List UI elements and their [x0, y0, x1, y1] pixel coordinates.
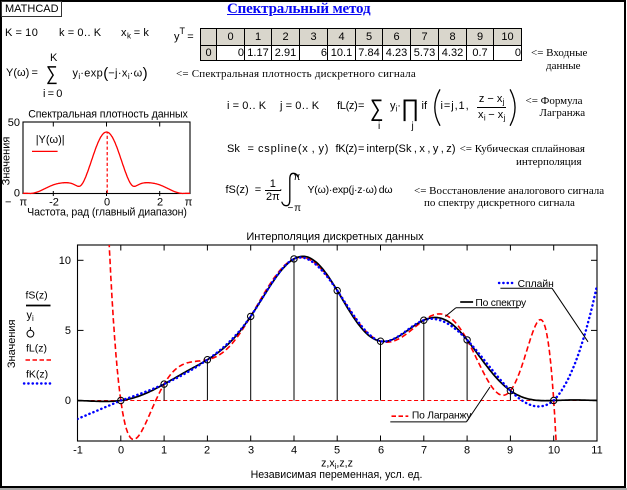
svg-text:π: π: [185, 197, 193, 209]
svg-text:fL(z): fL(z): [26, 343, 47, 355]
svg-text:5: 5: [65, 325, 71, 337]
svg-text:2: 2: [157, 197, 163, 209]
svg-text:3: 3: [248, 445, 254, 457]
svg-text:−: −: [5, 197, 11, 209]
svg-text:Интерполяция дискретных данных: Интерполяция дискретных данных: [246, 231, 424, 243]
svg-text:yi: yi: [27, 310, 35, 324]
svg-text:Независимая переменная, усл. е: Независимая переменная, усл. ед.: [251, 469, 423, 481]
svg-text:По Лагранжу: По Лагранжу: [412, 411, 472, 422]
svg-text:0: 0: [104, 197, 110, 209]
svg-text:7: 7: [421, 445, 427, 457]
svg-text:6: 6: [378, 445, 384, 457]
svg-text:z,xi,z,z: z,xi,z,z: [321, 458, 353, 472]
svg-text:4: 4: [291, 445, 297, 457]
svg-text:-1: -1: [73, 445, 83, 457]
svg-text:10: 10: [548, 445, 560, 457]
svg-text:|Y(ω)|: |Y(ω)|: [36, 134, 65, 146]
svg-text:1: 1: [161, 445, 167, 457]
svg-text:fS(z): fS(z): [26, 290, 48, 302]
svg-text:Значения: Значения: [6, 319, 18, 368]
svg-text:8: 8: [464, 445, 470, 457]
svg-text:Сплайн: Сплайн: [518, 279, 554, 290]
svg-text:10: 10: [59, 255, 71, 267]
svg-text:π: π: [20, 197, 28, 209]
svg-text:5: 5: [334, 445, 340, 457]
svg-text:0: 0: [118, 445, 124, 457]
svg-text:11: 11: [591, 445, 602, 457]
svg-text:2: 2: [204, 445, 210, 457]
svg-text:По спектру: По спектру: [475, 298, 527, 309]
svg-text:0: 0: [14, 188, 20, 200]
svg-text:fK(z): fK(z): [26, 368, 48, 380]
svg-text:0: 0: [65, 395, 71, 407]
svg-text:Значения: Значения: [1, 137, 13, 186]
svg-text:Частота, рад (главный диапазон: Частота, рад (главный диапазон): [27, 207, 187, 219]
svg-text:-2: -2: [49, 197, 59, 209]
svg-text:Спектральная плотность данных: Спектральная плотность данных: [28, 109, 188, 121]
svg-text:50: 50: [8, 117, 20, 129]
svg-text:9: 9: [507, 445, 513, 457]
